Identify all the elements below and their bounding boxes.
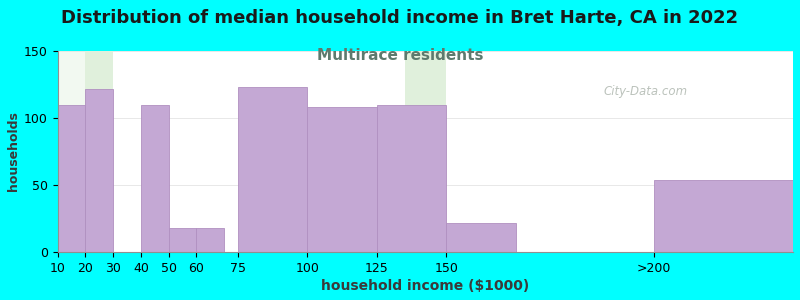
Bar [405, 51, 446, 252]
Bar [238, 87, 307, 252]
Bar [197, 228, 224, 252]
Bar [58, 105, 86, 252]
Bar [654, 180, 793, 252]
Bar [141, 105, 169, 252]
Bar [377, 105, 446, 252]
Bar [169, 228, 197, 252]
Y-axis label: households: households [7, 112, 20, 191]
Bar [58, 51, 86, 252]
Text: Multirace residents: Multirace residents [317, 48, 483, 63]
Text: Distribution of median household income in Bret Harte, CA in 2022: Distribution of median household income … [62, 9, 738, 27]
Text: City-Data.com: City-Data.com [604, 85, 688, 98]
X-axis label: household income ($1000): household income ($1000) [322, 279, 530, 293]
Bar [86, 88, 114, 252]
Bar [86, 51, 114, 252]
Bar [307, 107, 377, 252]
Bar [446, 223, 515, 252]
